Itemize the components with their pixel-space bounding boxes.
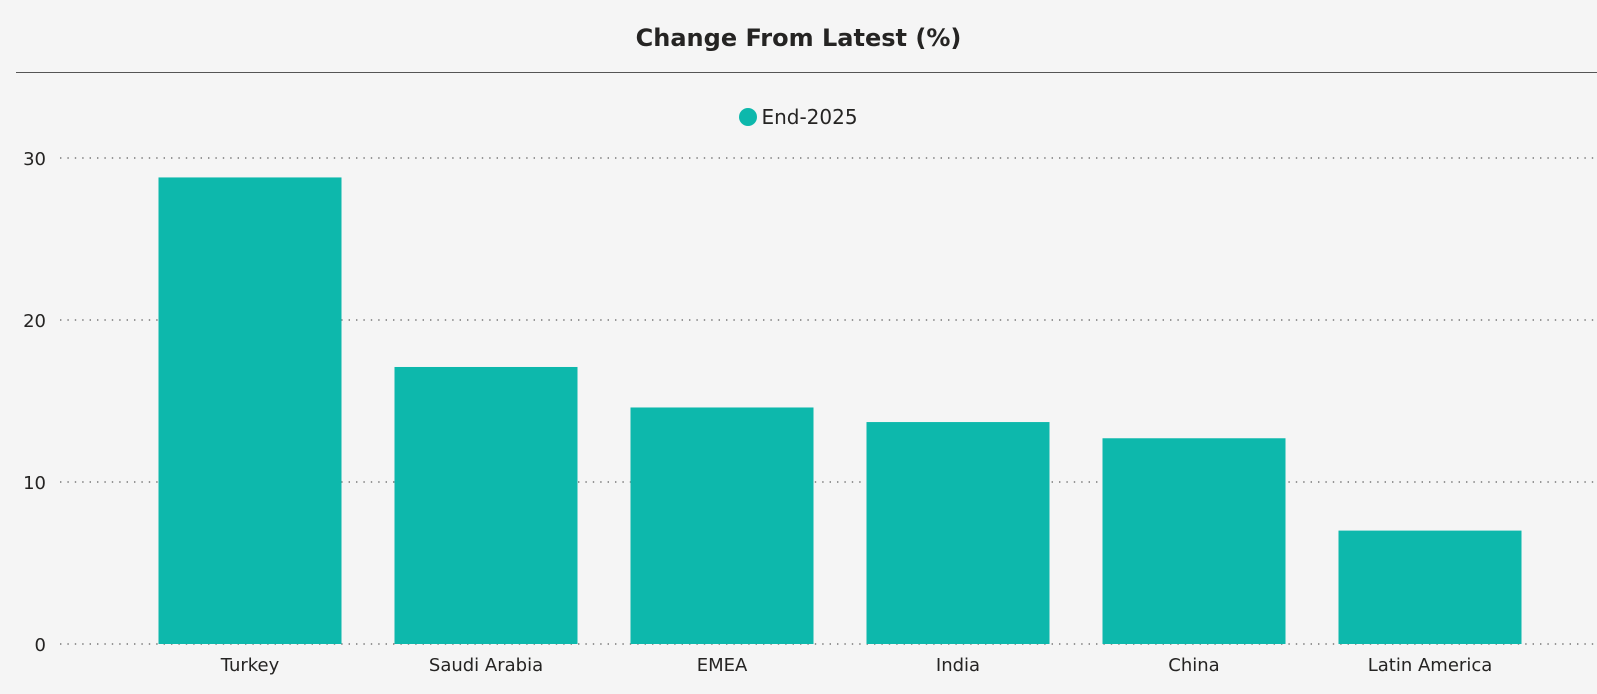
x-tick-label: China bbox=[1168, 655, 1219, 676]
bar-saudi-arabia[interactable] bbox=[394, 366, 578, 644]
legend-label: End-2025 bbox=[761, 105, 858, 129]
x-tick-label: Latin America bbox=[1368, 655, 1493, 676]
x-axis-ticks: Turkey Saudi Arabia EMEA India China Latin Am… bbox=[220, 655, 1493, 676]
bar-turkey[interactable] bbox=[158, 177, 342, 644]
y-tick-label: 30 bbox=[23, 149, 46, 170]
bar-india[interactable] bbox=[866, 422, 1050, 644]
y-tick-label: 20 bbox=[23, 311, 46, 332]
bar-emea[interactable] bbox=[630, 407, 814, 644]
legend: End-2025 bbox=[0, 103, 1597, 131]
x-tick-label: Saudi Arabia bbox=[429, 655, 543, 676]
x-tick-label: Turkey bbox=[220, 655, 280, 676]
y-axis-ticks: 0 10 20 30 bbox=[23, 149, 46, 656]
x-tick-label: India bbox=[936, 655, 980, 676]
bar-latin-america[interactable] bbox=[1338, 530, 1522, 644]
chart-title: Change From Latest (%) bbox=[635, 24, 962, 52]
title-divider bbox=[16, 72, 1597, 73]
x-tick-label: EMEA bbox=[697, 655, 748, 676]
bar-china[interactable] bbox=[1102, 438, 1286, 644]
bars bbox=[158, 177, 1522, 644]
y-tick-label: 10 bbox=[23, 473, 46, 494]
legend-marker bbox=[739, 108, 758, 126]
y-tick-label: 0 bbox=[35, 635, 46, 656]
